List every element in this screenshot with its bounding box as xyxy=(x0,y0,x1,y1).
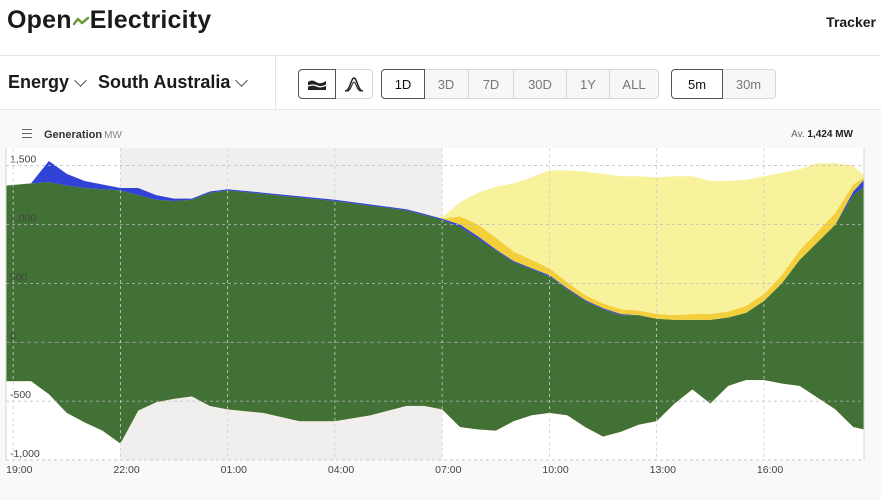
range-button-7d[interactable]: 7D xyxy=(468,69,514,99)
average-value: 1,424 MW xyxy=(807,129,853,140)
metric-label: Energy xyxy=(8,72,70,92)
chart-title: Generation MW xyxy=(44,129,122,141)
x-tick-label: 01:00 xyxy=(221,464,247,476)
average-prefix: Av. xyxy=(791,129,805,140)
average-readout: Av. 1,424 MW xyxy=(791,129,853,140)
region-selector[interactable]: South Australia xyxy=(98,72,249,93)
stacked-area-icon xyxy=(307,80,327,90)
top-bar: Open Electricity Tracker xyxy=(0,0,881,56)
chevron-down-icon xyxy=(235,73,249,87)
range-button-30d[interactable]: 30D xyxy=(513,69,567,99)
x-tick-label: 13:00 xyxy=(650,464,676,476)
wind-area xyxy=(6,182,864,444)
x-tick-label: 04:00 xyxy=(328,464,354,476)
x-tick-label: 07:00 xyxy=(435,464,461,476)
x-tick-label: 22:00 xyxy=(113,464,139,476)
chart-title-text: Generation xyxy=(44,129,103,141)
controls-bar: Energy South Australia 1D 3D 7D 30D 1Y ALL 5m… xyxy=(0,56,881,110)
logo-wave-icon xyxy=(72,16,89,25)
range-button-all[interactable]: ALL xyxy=(609,69,659,99)
interval-button-30m[interactable]: 30m xyxy=(721,69,776,99)
y-tick-label: -500 xyxy=(10,389,31,401)
stacked-area-button[interactable] xyxy=(298,69,336,99)
range-button-1y[interactable]: 1Y xyxy=(566,69,610,99)
y-tick-label: -1,000 xyxy=(10,448,40,460)
logo-text-electricity: Electricity xyxy=(89,6,212,34)
y-tick-label: 1,500 xyxy=(10,154,36,166)
range-button-3d[interactable]: 3D xyxy=(423,69,469,99)
y-tick-label: 1,000 xyxy=(10,213,36,225)
hamburger-menu-icon[interactable] xyxy=(22,129,32,138)
region-label: South Australia xyxy=(98,72,231,92)
logo-text-open: Open xyxy=(7,6,72,34)
chart-unit: MW xyxy=(104,130,122,141)
controls-divider xyxy=(275,56,276,110)
tracker-link[interactable]: Tracker xyxy=(826,14,876,30)
generation-chart[interactable]: 1,5001,0005000-500-1,00019:0022:0001:000… xyxy=(0,110,881,500)
chevron-down-icon xyxy=(74,73,87,87)
x-tick-label: 10:00 xyxy=(542,464,568,476)
x-tick-label: 16:00 xyxy=(757,464,783,476)
x-tick-label: 19:00 xyxy=(6,464,32,476)
metric-selector[interactable]: Energy xyxy=(8,72,87,93)
line-chart-button[interactable] xyxy=(335,69,373,99)
open-electricity-logo[interactable]: Open Electricity xyxy=(7,6,211,35)
interval-button-5m[interactable]: 5m xyxy=(671,69,723,99)
y-tick-label: 500 xyxy=(10,271,28,283)
line-curve-icon xyxy=(344,77,364,92)
chart-header: Generation MW Av. 1,424 MW xyxy=(0,110,881,148)
solar-rooftop-area xyxy=(6,160,864,316)
range-button-1d[interactable]: 1D xyxy=(381,69,425,99)
generation-chart-panel: 1,5001,0005000-500-1,00019:0022:0001:000… xyxy=(0,110,881,500)
